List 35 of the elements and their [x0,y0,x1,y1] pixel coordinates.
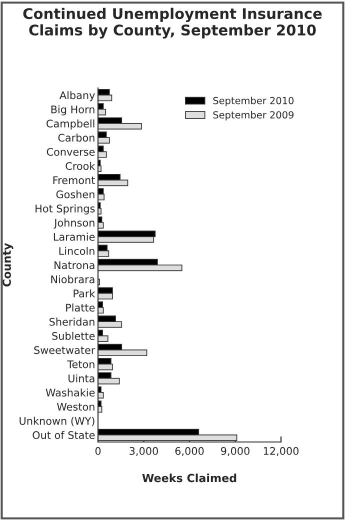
y-tick-label: Converse [46,148,95,156]
y-tick-label: Hot Springs [36,204,95,214]
y-tick-label: Crook [66,162,96,170]
y-tick-label: Fremont [53,176,95,184]
y-tick-label: Washakie [46,388,95,397]
y-tick-label: Platte [66,304,95,312]
y-tick-label: Campbell [46,119,94,130]
x-tick-label: 0 [95,447,101,455]
y-tick-label: Albany [60,91,95,102]
y-tick-label: Laramie [54,232,95,241]
y-tick-label: Uinta [68,374,94,382]
y-tick-label: Out of State [32,430,95,440]
chart-title: Continued Unemployment Insurance Claims by County, September 2010 [23,8,322,38]
y-tick-label: Natrona [54,261,94,270]
legend-label: September 2009 [213,111,294,120]
y-tick-label: Goshen [56,190,94,198]
y-tick-label: Sweetwater [34,346,96,354]
y-tick-label: Park [74,289,96,298]
x-tick-label: 3,000 [130,447,158,456]
y-tick-label: Johnson [54,218,94,229]
y-tick-label: Unknown (WY) [20,416,94,426]
y-tick-label: Carbon [58,134,94,142]
x-tick-label: 6,000 [175,447,204,456]
y-tick-label: Lincoln [59,246,94,255]
y-tick-label: Weston [56,402,94,411]
legend-label: September 2010 [213,96,294,106]
y-tick-label: Teton [67,360,94,368]
y-tick-label: Sheridan [50,318,94,326]
y-tick-label: Niobrara [51,275,94,284]
y-tick-label: Sublette [52,332,95,340]
x-tick-label: 12,000 [264,447,299,456]
y-axis-title: County [2,243,14,287]
y-tick-label: Big Horn [51,105,94,116]
x-tick-label: 9,000 [220,447,250,456]
x-axis-title: Weeks Claimed [142,474,236,482]
